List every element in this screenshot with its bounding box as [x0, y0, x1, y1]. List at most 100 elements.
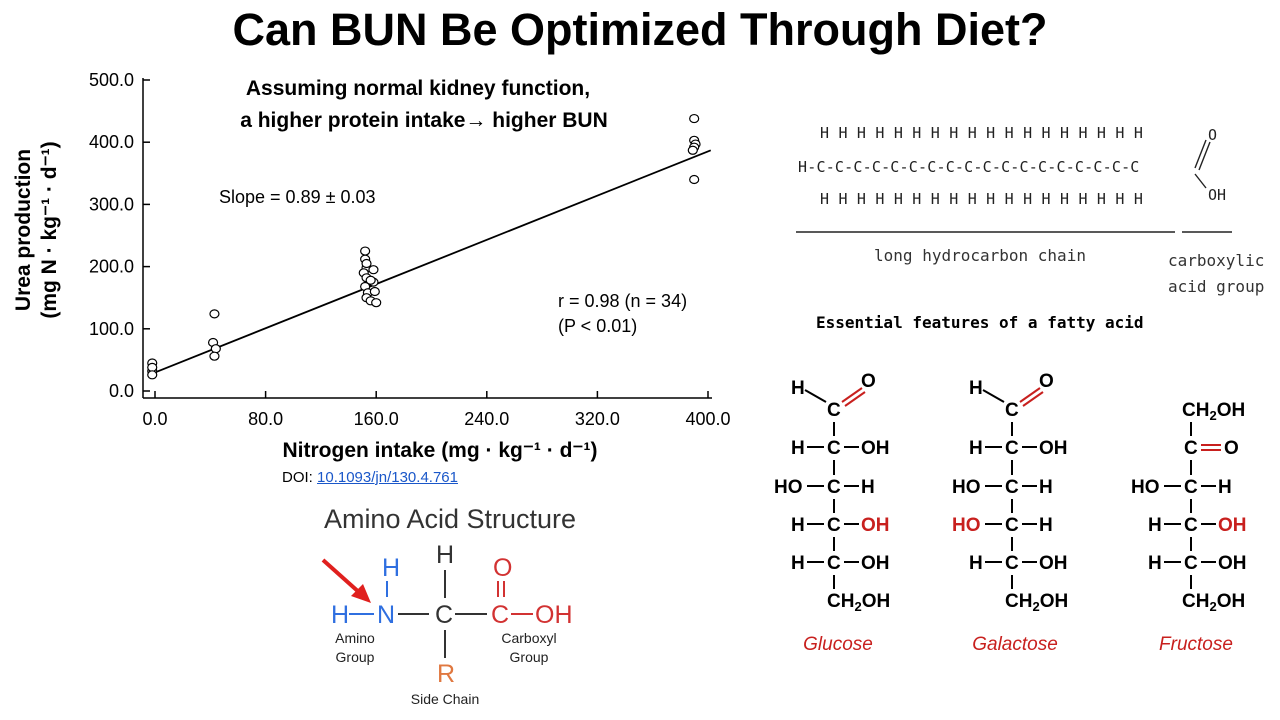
data-point [369, 286, 380, 297]
svg-text:C: C [827, 553, 841, 574]
alpha-hydrogen: H [436, 541, 454, 569]
svg-text:OH: OH [861, 438, 890, 459]
slope-label: Slope = 0.89 ± 0.03 [219, 187, 376, 207]
chart-axes [142, 78, 712, 399]
y-tick-label: 500.0 [89, 70, 134, 90]
carboxylic-label-line2: acid group [1168, 277, 1264, 296]
x-tick-label: 240.0 [464, 409, 509, 429]
fatty-acid-carbon-chain: H-C-C-C-C-C-C-C-C-C-C-C-C-C-C-C-C-C-C [798, 158, 1140, 176]
data-point [209, 351, 220, 361]
glucose-structure: H O C H C OH HO C H H C OH H C OH CH2OH [774, 371, 890, 614]
svg-text:OH: OH [1218, 553, 1247, 574]
x-tick-label: 160.0 [354, 409, 399, 429]
svg-text:OH: OH [861, 553, 890, 574]
y-tick-label: 100.0 [89, 319, 134, 339]
svg-text:C: C [827, 515, 841, 536]
stats-line2: (P < 0.01) [558, 316, 637, 336]
fructose-ch2oh-top: CH2OH [1182, 400, 1245, 423]
svg-text:H: H [1148, 553, 1162, 574]
data-point [689, 174, 700, 185]
regression-line [151, 149, 712, 375]
page-title: Can BUN Be Optimized Through Diet? [232, 4, 1048, 55]
svg-text:OH: OH [1039, 553, 1068, 574]
svg-text:HO: HO [952, 477, 981, 498]
scatter-chart: 0.0 100.0 200.0 300.0 400.0 500.0 0.0 80.0 160.0… [12, 70, 731, 462]
carboxyl-oxygen: O [1208, 126, 1217, 144]
svg-text:OH: OH [1039, 438, 1068, 459]
svg-text:HO: HO [1131, 477, 1160, 498]
y-tick-label: 400.0 [89, 132, 134, 152]
carboxyl-oxygen: O [493, 554, 512, 582]
svg-text:C: C [827, 438, 841, 459]
galactose-label: Galactose [972, 634, 1058, 655]
fatty-acid-top-hydrogens: H H H H H H H H H H H H H H H H H H [820, 124, 1143, 142]
doi-link[interactable]: 10.1093/jn/130.4.761 [317, 469, 458, 486]
data-point [361, 258, 372, 269]
galactose-structure: H O C H C OH HO C H HO C H H C OH CH2OH [952, 371, 1068, 614]
svg-text:C: C [827, 477, 841, 498]
svg-text:H: H [861, 477, 875, 498]
svg-text:H: H [969, 553, 983, 574]
svg-text:H: H [791, 553, 805, 574]
svg-text:OH: OH [861, 515, 890, 536]
svg-text:C: C [1184, 438, 1198, 459]
x-tick-label: 0.0 [142, 409, 167, 429]
amino-nitrogen: N [377, 601, 395, 629]
glucose-aldehyde-h: H [791, 378, 805, 399]
svg-text:H: H [1218, 477, 1232, 498]
fatty-acid-caption: Essential features of a fatty acid [816, 313, 1144, 332]
x-axis-label: Nitrogen intake (mg · kg⁻¹ · d⁻¹) [283, 439, 598, 462]
glucose-c1: C [827, 400, 841, 421]
svg-text:C: C [1184, 553, 1198, 574]
svg-text:H: H [791, 438, 805, 459]
data-point [689, 113, 700, 124]
svg-text:H: H [791, 515, 805, 536]
svg-text:C: C [1184, 515, 1198, 536]
carbonyl-bond [1194, 139, 1207, 169]
doi-label: DOI: [282, 469, 318, 486]
svg-text:H: H [1148, 515, 1162, 536]
glucose-ch2oh: CH2OH [827, 591, 890, 614]
x-tick-label: 320.0 [575, 409, 620, 429]
chart-annotation-line1: Assuming normal kidney function, [246, 77, 590, 100]
fatty-acid-bottom-hydrogens: H H H H H H H H H H H H H H H H H H [820, 190, 1143, 208]
galactose-ch2oh: CH2OH [1005, 591, 1068, 614]
svg-text:HO: HO [952, 515, 981, 536]
glucose-aldehyde-o: O [861, 371, 876, 392]
fructose-label: Fructose [1159, 634, 1233, 655]
svg-text:C: C [1005, 438, 1019, 459]
data-point [371, 298, 382, 308]
carboxyl-hydroxyl: OH [535, 601, 573, 629]
carboxylic-label-line1: carboxylic [1168, 251, 1264, 270]
svg-text:O: O [1039, 371, 1054, 392]
fructose-ch2oh-bottom: CH2OH [1182, 591, 1245, 614]
svg-text:H: H [969, 438, 983, 459]
y-tick-label: 0.0 [109, 381, 134, 401]
data-point [147, 370, 158, 380]
svg-text:C: C [1005, 515, 1019, 536]
nitrogen-pointer-arrow [321, 558, 363, 596]
svg-text:H: H [1039, 477, 1053, 498]
svg-text:C: C [1184, 477, 1198, 498]
data-point [365, 275, 376, 285]
carboxyl-hydroxyl: OH [1208, 186, 1226, 204]
svg-text:O: O [1224, 438, 1239, 459]
x-tick-label: 80.0 [248, 409, 283, 429]
data-point [687, 145, 698, 155]
svg-text:H: H [1039, 515, 1053, 536]
alpha-carbon: C [435, 601, 453, 629]
svg-text:C: C [1005, 477, 1019, 498]
side-chain-r: R [437, 660, 455, 688]
svg-text:C: C [1005, 553, 1019, 574]
y-tick-label: 200.0 [89, 257, 134, 277]
data-point [360, 246, 371, 256]
carboxyl-carbon: C [491, 601, 509, 629]
stats-line1: r = 0.98 (n = 34) [558, 291, 687, 311]
amino-acid-title: Amino Acid Structure [324, 504, 576, 534]
amino-group-label-line1: Amino [335, 630, 375, 646]
data-point [368, 265, 379, 275]
data-point [210, 344, 221, 354]
svg-text:HO: HO [774, 477, 803, 498]
